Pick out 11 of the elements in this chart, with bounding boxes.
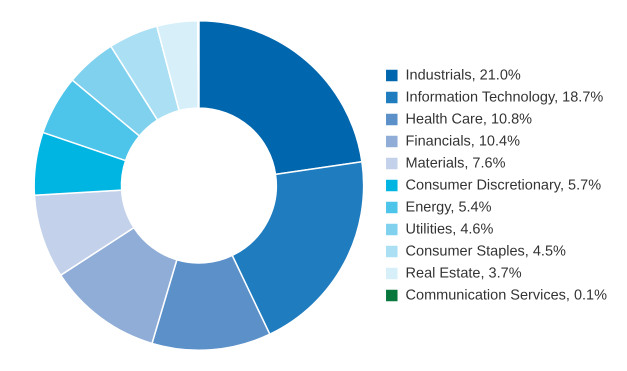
legend-label: Real Estate, 3.7% — [406, 266, 522, 282]
legend-label: Communication Services, 0.1% — [406, 288, 608, 304]
legend-label: Financials, 10.4% — [406, 134, 520, 150]
legend-label: Materials, 7.6% — [406, 156, 506, 172]
legend-label: Industrials, 21.0% — [406, 68, 521, 84]
legend-label: Utilities, 4.6% — [406, 222, 494, 238]
legend-label: Consumer Discretionary, 5.7% — [406, 178, 602, 194]
legend-label: Information Technology, 18.7% — [406, 90, 604, 106]
legend-label: Energy, 5.4% — [406, 200, 492, 216]
legend-label: Consumer Staples, 4.5% — [406, 244, 566, 260]
legend-label: Health Care, 10.8% — [406, 112, 532, 128]
